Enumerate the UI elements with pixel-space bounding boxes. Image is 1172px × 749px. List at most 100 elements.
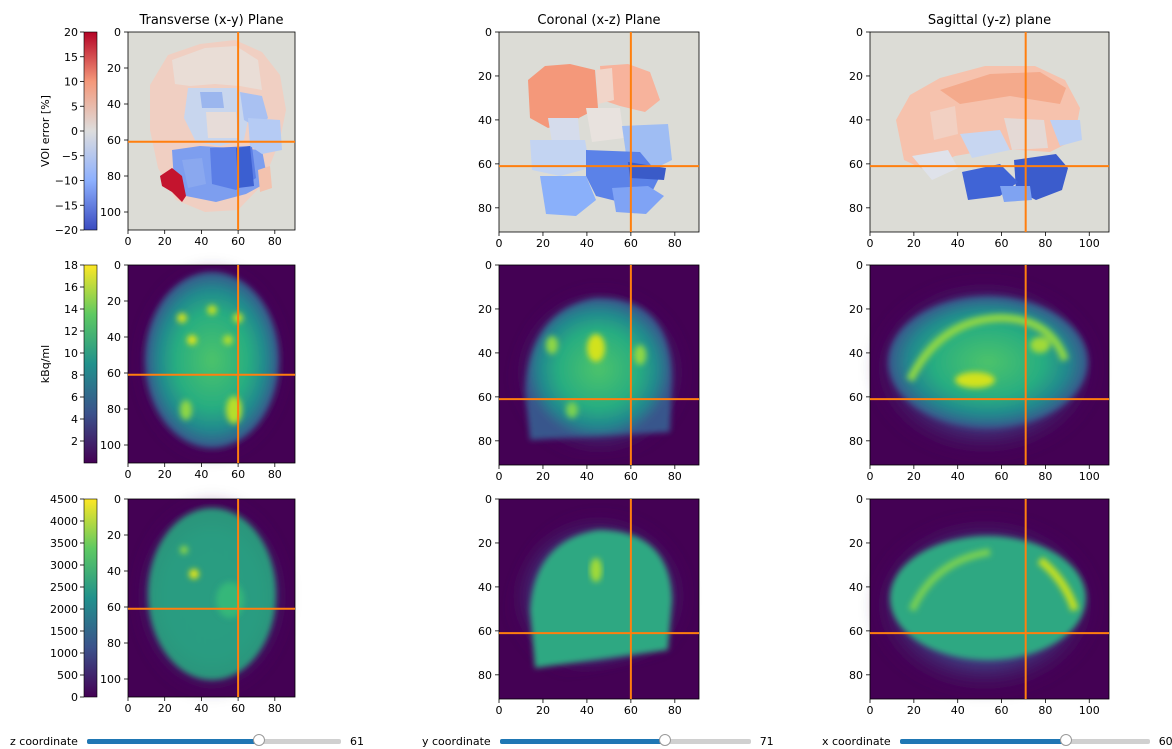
coronal-counts-ytick-label: 20 (478, 537, 492, 550)
transverse-counts-colorbar-tick-label: 4000 (50, 515, 78, 528)
transverse-counts-ytick-label: 80 (107, 637, 121, 650)
transverse-voi_error-axes-frame (127, 31, 296, 231)
transverse-voi_error-colorbar-tick-label: −10 (55, 175, 78, 188)
coronal-counts-ytick-label: 60 (478, 625, 492, 638)
sagittal-voi_error-xtick-label: 100 (1079, 237, 1100, 250)
slider-y[interactable]: y coordinate 71 (422, 733, 778, 749)
transverse-activity_kBq-colorbar-frame (83, 264, 98, 464)
coronal-counts-xtick-label: 80 (668, 704, 682, 717)
transverse-activity_kBq-xtick-label: 80 (268, 468, 282, 481)
transverse-activity_kBq-ytick-label: 40 (107, 331, 121, 344)
transverse-voi_error-ytick-label: 60 (107, 134, 121, 147)
transverse-activity_kBq-ytick-label: 60 (107, 367, 121, 380)
coronal-counts-axes-frame (498, 498, 700, 700)
sagittal-counts-axes-frame (869, 498, 1110, 700)
sagittal-activity_kBq-xtick-label: 40 (951, 470, 965, 483)
panel-sagittal-counts (867, 499, 1109, 699)
sagittal-activity_kBq-ytick-label: 60 (849, 391, 863, 404)
slider-z-handle[interactable] (253, 733, 266, 746)
transverse-activity_kBq-colorbar-tick-label: 14 (64, 303, 78, 316)
slider-z-value: 61 (349, 734, 364, 748)
coronal-counts-ytick-label: 0 (485, 493, 492, 506)
panel-sagittal-voi (870, 32, 1109, 232)
sagittal-counts-ytick-label: 0 (856, 493, 863, 506)
transverse-activity_kBq-xtick-label: 20 (158, 468, 172, 481)
transverse-voi_error-colorbar-tick-label: 15 (64, 51, 78, 64)
sagittal-activity_kBq-ytick-label: 40 (849, 347, 863, 360)
sagittal-activity_kBq-xtick-label: 100 (1079, 470, 1100, 483)
slider-z-track[interactable] (86, 733, 341, 746)
transverse-activity_kBq-xtick-label: 60 (231, 468, 245, 481)
transverse-voi_error-ytick-label: 100 (100, 206, 121, 219)
transverse-voi_error-colorbar-tick-label: −20 (55, 224, 78, 237)
sagittal-voi_error-axes-frame (869, 31, 1110, 233)
coronal-activity_kBq-ytick-label: 80 (478, 435, 492, 448)
transverse-counts-colorbar-frame (83, 498, 98, 698)
transverse-activity_kBq-colorbar-tick-label: 10 (64, 347, 78, 360)
sagittal-activity_kBq-xtick-label: 0 (867, 470, 874, 483)
slider-y-fill (499, 738, 665, 744)
transverse-counts-colorbar-tick-label: 500 (57, 669, 78, 682)
colorbar-counts (84, 499, 97, 697)
slider-x-handle[interactable] (1060, 733, 1073, 746)
transverse-activity_kBq-axes-frame (127, 264, 296, 464)
transverse-activity_kBq-ytick-label: 20 (107, 295, 121, 308)
slider-z-fill (86, 738, 260, 744)
coronal-activity_kBq-axes-frame (498, 264, 700, 466)
transverse-counts-xtick-label: 80 (268, 702, 282, 715)
sagittal-voi_error-ytick-label: 40 (849, 114, 863, 127)
transverse-voi_error-colorbar-tick-label: −5 (62, 150, 78, 163)
coronal-voi_error-axes-frame (498, 31, 700, 233)
sagittal-counts-xtick-label: 0 (867, 704, 874, 717)
sagittal-activity_kBq-ytick-label: 20 (849, 303, 863, 316)
coronal-voi_error-ytick-label: 20 (478, 70, 492, 83)
coronal-counts-xtick-label: 0 (496, 704, 503, 717)
sagittal-activity_kBq-xtick-label: 20 (907, 470, 921, 483)
transverse-voi_error-colorbar-tick-label: 10 (64, 76, 78, 89)
transverse-voi_error-ytick-label: 40 (107, 98, 121, 111)
coronal-counts-xtick-label: 40 (580, 704, 594, 717)
panel-transverse-voi (128, 32, 295, 230)
transverse-activity_kBq-ytick-label: 0 (114, 259, 121, 272)
slider-x[interactable]: x coordinate 60 (822, 733, 1172, 749)
transverse-activity_kBq-xtick-label: 0 (125, 468, 132, 481)
transverse-counts-colorbar-tick-label: 0 (71, 691, 78, 704)
transverse-counts-ytick-label: 100 (100, 673, 121, 686)
slider-x-label: x coordinate (822, 734, 891, 748)
transverse-activity_kBq-ytick-label: 80 (107, 403, 121, 416)
sagittal-counts-ytick-label: 60 (849, 625, 863, 638)
coronal-voi_error-xtick-label: 40 (580, 237, 594, 250)
sagittal-activity_kBq-xtick-label: 60 (995, 470, 1009, 483)
slider-x-track[interactable] (899, 733, 1150, 746)
transverse-voi_error-xtick-label: 0 (125, 235, 132, 248)
transverse-counts-xtick-label: 60 (231, 702, 245, 715)
transverse-counts-colorbar-tick-label: 2000 (50, 603, 78, 616)
transverse-counts-axes-frame (127, 498, 296, 698)
coronal-voi_error-ytick-label: 80 (478, 202, 492, 215)
sagittal-voi_error-xtick-label: 20 (907, 237, 921, 250)
slider-z-label: z coordinate (10, 734, 78, 748)
sagittal-voi_error-ytick-label: 0 (856, 26, 863, 39)
sagittal-activity_kBq-ytick-label: 0 (856, 259, 863, 272)
transverse-counts-colorbar-tick-label: 2500 (50, 581, 78, 594)
sagittal-activity_kBq-axes-frame (869, 264, 1110, 466)
coronal-activity_kBq-ytick-label: 60 (478, 391, 492, 404)
sagittal-counts-xtick-label: 100 (1079, 704, 1100, 717)
transverse-activity_kBq-colorbar-tick-label: 12 (64, 325, 78, 338)
transverse-voi_error-colorbar-tick-label: −15 (55, 199, 78, 212)
transverse-voi_error-colorbar-tick-label: 0 (71, 125, 78, 138)
slider-z[interactable]: z coordinate 61 (10, 733, 368, 749)
panel-coronal-voi (499, 32, 699, 232)
transverse-voi_error-ytick-label: 20 (107, 62, 121, 75)
sagittal-voi_error-title: Sagittal (y-z) plane (928, 13, 1051, 28)
coronal-counts-xtick-label: 60 (624, 704, 638, 717)
slider-y-label: y coordinate (422, 734, 491, 748)
sagittal-voi_error-ytick-label: 20 (849, 70, 863, 83)
transverse-activity_kBq-xtick-label: 40 (194, 468, 208, 481)
coronal-voi_error-xtick-label: 20 (536, 237, 550, 250)
slider-y-track[interactable] (499, 733, 751, 746)
slider-y-handle[interactable] (658, 733, 671, 746)
sagittal-counts-xtick-label: 40 (951, 704, 965, 717)
transverse-voi_error-colorbar-tick-label: 20 (64, 26, 78, 39)
